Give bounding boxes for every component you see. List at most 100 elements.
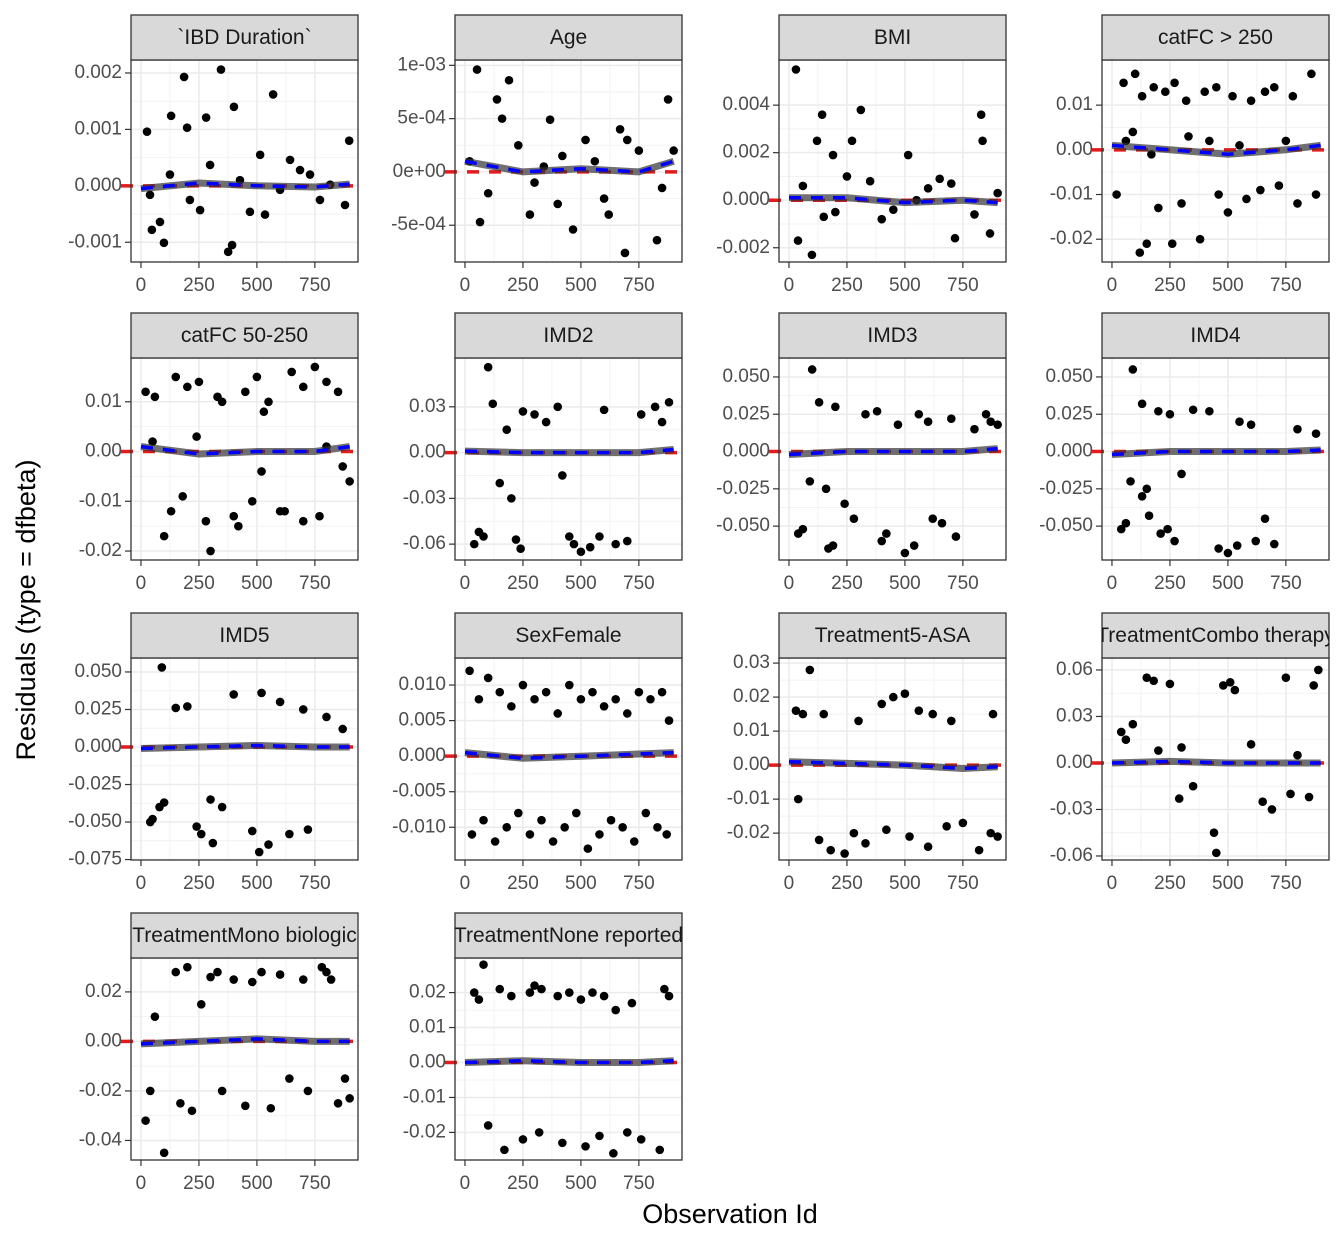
y-tick-label: -0.002	[716, 237, 770, 258]
point	[553, 991, 563, 1001]
y-tick-label: 0.00	[85, 1030, 122, 1051]
point	[814, 398, 824, 407]
y-tick-label: 0.02	[85, 981, 122, 1002]
point	[285, 829, 294, 839]
point	[483, 673, 493, 683]
point	[530, 410, 539, 419]
y-tick-label: 0.050	[74, 661, 122, 682]
point	[1128, 127, 1138, 137]
x-tick-label: 750	[1270, 873, 1302, 894]
point	[206, 972, 215, 982]
strip-text-group: Treatment5-ASA	[815, 624, 971, 647]
y-tick-label: 0e+00	[393, 161, 446, 182]
point	[208, 838, 218, 848]
point	[935, 174, 944, 184]
x-tick-label: 750	[947, 573, 979, 594]
strip-title: TreatmentNone reported	[454, 924, 683, 947]
panel: 0 250 500 750 -0.050 -0.025 0.000 0.025 0.050 IMD…	[716, 312, 1007, 594]
point	[1246, 420, 1256, 429]
point	[1142, 673, 1152, 682]
point	[1267, 805, 1277, 814]
point	[525, 830, 535, 839]
point	[322, 967, 331, 977]
point	[1251, 536, 1261, 546]
point	[828, 541, 838, 550]
point	[176, 1099, 185, 1108]
point	[201, 516, 211, 526]
y-tick-label: -0.01	[79, 490, 122, 511]
y-tick-label: 0.03	[1056, 705, 1093, 726]
smooth-line	[464, 1058, 674, 1065]
point	[889, 692, 898, 702]
point	[1311, 190, 1321, 199]
point	[344, 136, 354, 145]
y-tick-label: 0.001	[74, 118, 122, 139]
point	[483, 362, 493, 372]
point	[1165, 409, 1175, 419]
x-tick-label: 250	[507, 873, 539, 894]
point	[1121, 735, 1131, 744]
strip-text-group: TreatmentMono biologic	[132, 924, 357, 947]
point	[914, 706, 924, 716]
panel: 0 250 500 750 -0.04 -0.02 0.00 0.02 TreatmentMon…	[79, 912, 359, 1194]
y-tick-label: -0.025	[68, 774, 122, 795]
point	[958, 818, 968, 828]
point	[145, 1086, 155, 1096]
y-tick-label: 0.01	[85, 391, 122, 412]
x-tick-label: 0	[784, 873, 795, 894]
point	[1126, 477, 1135, 486]
x-tick-label: 750	[299, 873, 331, 894]
x-tick-label: 0	[136, 275, 147, 296]
point	[1181, 96, 1191, 105]
point	[1281, 673, 1291, 682]
point	[497, 114, 507, 123]
point	[229, 975, 239, 984]
point	[326, 975, 336, 984]
y-tick-label: 5e-04	[397, 108, 446, 129]
point	[581, 1142, 590, 1151]
point	[247, 496, 257, 506]
point	[518, 680, 528, 690]
point	[541, 687, 551, 697]
point	[155, 802, 164, 812]
point	[495, 984, 505, 994]
point	[986, 417, 995, 427]
point	[1144, 511, 1154, 520]
point	[1235, 417, 1244, 427]
data-layer	[769, 365, 1006, 558]
point	[662, 830, 671, 839]
point	[611, 539, 620, 549]
y-tick-label: 0.002	[74, 62, 122, 83]
point	[525, 988, 535, 997]
point	[585, 542, 595, 552]
panel: 0 250 500 750 -0.002 0.000 0.002 0.004 BMI	[716, 14, 1007, 296]
data-layer	[445, 362, 682, 557]
strip	[778, 612, 1007, 659]
point	[171, 967, 181, 977]
point	[856, 105, 866, 115]
panel: 0 250 500 750 -0.001 0.000 0.001 0.002 `IBD Dura…	[68, 14, 359, 296]
point	[1260, 514, 1270, 523]
point	[479, 532, 488, 541]
point	[1149, 82, 1159, 92]
x-tick-label: 500	[565, 275, 597, 296]
point	[817, 110, 827, 119]
point	[1163, 524, 1172, 534]
strip-text-group: TreatmentCombo therapy	[1102, 624, 1329, 647]
panel-background	[455, 60, 682, 262]
point	[946, 716, 956, 726]
strip-title: catFC 50-250	[181, 324, 308, 347]
x-tick-label: 250	[1154, 573, 1186, 594]
point	[495, 687, 505, 697]
point	[179, 72, 189, 82]
y-tick-label: 0.000	[74, 175, 122, 196]
point	[1225, 678, 1235, 687]
point	[872, 406, 882, 416]
point	[1274, 181, 1284, 190]
point	[148, 437, 157, 446]
point	[611, 1005, 620, 1015]
y-tick-label: 0.005	[398, 710, 446, 731]
point	[553, 709, 563, 718]
point	[192, 432, 201, 441]
